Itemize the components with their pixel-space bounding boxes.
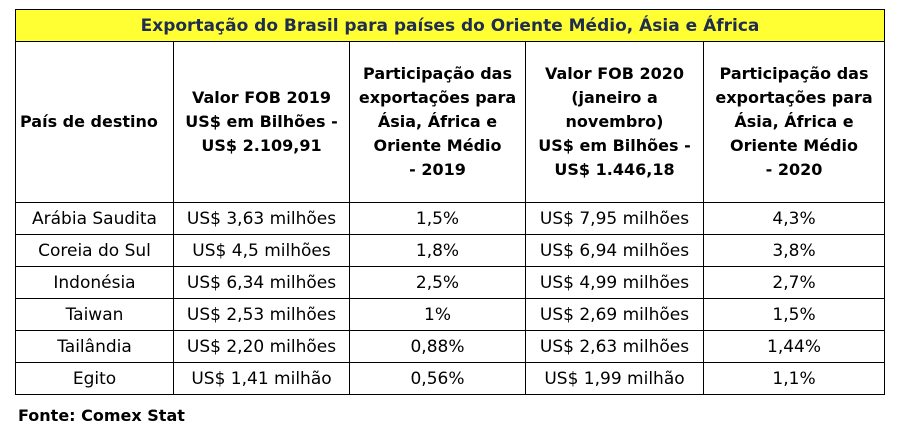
- cell-fob-2019: US$ 3,63 milhões: [173, 202, 350, 235]
- header-line: US$ 2.109,91: [201, 136, 322, 155]
- cell-country: Arábia Saudita: [15, 202, 174, 235]
- table-title: Exportação do Brasil para países do Orie…: [14, 9, 886, 42]
- cell-country: Tailândia: [15, 330, 174, 363]
- cell-share-2020: 3,8%: [702, 234, 886, 267]
- header-line: - 2020: [765, 160, 823, 179]
- header-line: Oriente Médio: [730, 136, 859, 155]
- cell-fob-2019: US$ 2,20 milhões: [173, 330, 350, 363]
- cell-share-2019: 1%: [349, 298, 526, 331]
- header-line: exportações para: [358, 88, 517, 107]
- header-line: Ásia, África e: [377, 112, 498, 131]
- cell-share-2019: 1,8%: [349, 234, 526, 267]
- header-line: País de destino: [20, 112, 158, 131]
- cell-country: Taiwan: [15, 298, 174, 331]
- cell-fob-2019: US$ 1,41 milhão: [173, 362, 350, 395]
- header-line: Ásia, África e: [734, 112, 854, 131]
- header-share-2019: Participação das exportações para Ásia, …: [349, 41, 526, 203]
- header-line: US$ em Bilhões -: [185, 112, 338, 131]
- header-line: exportações para: [715, 88, 873, 107]
- cell-fob-2020: US$ 2,63 milhões: [525, 330, 704, 363]
- cell-country: Egito: [15, 362, 174, 395]
- cell-share-2020: 1,1%: [702, 362, 886, 395]
- source-note: Fonte: Comex Stat: [18, 406, 185, 425]
- cell-country: Indonésia: [15, 266, 174, 299]
- table-row: Coreia do Sul US$ 4,5 milhões 1,8% US$ 6…: [15, 234, 886, 267]
- cell-fob-2020: US$ 7,95 milhões: [525, 202, 704, 235]
- cell-fob-2020: US$ 2,69 milhões: [525, 298, 704, 331]
- header-line: Valor FOB 2020: [544, 64, 685, 83]
- header-line: novembro): [565, 112, 664, 131]
- cell-share-2019: 2,5%: [349, 266, 526, 299]
- cell-share-2019: 1,5%: [349, 202, 526, 235]
- table-row: Arábia Saudita US$ 3,63 milhões 1,5% US$…: [15, 202, 886, 235]
- header-line: Participação das: [719, 64, 869, 83]
- cell-share-2020: 2,7%: [702, 266, 886, 299]
- header-line: (janeiro a: [571, 88, 658, 107]
- export-table: Exportação do Brasil para países do Orie…: [14, 9, 886, 395]
- cell-share-2019: 0,56%: [349, 362, 526, 395]
- header-line: Participação das: [363, 64, 512, 83]
- cell-fob-2020: US$ 6,94 milhões: [525, 234, 704, 267]
- table-row: Taiwan US$ 2,53 milhões 1% US$ 2,69 milh…: [15, 298, 886, 331]
- header-row: País de destino Valor FOB 2019 US$ em Bi…: [15, 41, 886, 203]
- table-row: Egito US$ 1,41 milhão 0,56% US$ 1,99 mil…: [15, 362, 886, 395]
- header-line: US$ 1.446,18: [554, 160, 675, 179]
- header-line: Oriente Médio: [373, 136, 502, 155]
- cell-fob-2019: US$ 4,5 milhões: [173, 234, 350, 267]
- cell-fob-2019: US$ 6,34 milhões: [173, 266, 350, 299]
- cell-fob-2020: US$ 1,99 milhão: [525, 362, 704, 395]
- header-fob-2019: Valor FOB 2019 US$ em Bilhões - US$ 2.10…: [173, 41, 350, 203]
- header-fob-2020: Valor FOB 2020 (janeiro a novembro) US$ …: [525, 41, 704, 203]
- cell-share-2019: 0,88%: [349, 330, 526, 363]
- header-line: US$ em Bilhões -: [538, 136, 691, 155]
- header-share-2020: Participação das exportações para Ásia, …: [702, 41, 886, 203]
- header-country: País de destino: [15, 41, 174, 203]
- header-line: Valor FOB 2019: [191, 88, 332, 107]
- table-row: Indonésia US$ 6,34 milhões 2,5% US$ 4,99…: [15, 266, 886, 299]
- cell-country: Coreia do Sul: [15, 234, 174, 267]
- table-row: Tailândia US$ 2,20 milhões 0,88% US$ 2,6…: [15, 330, 886, 363]
- cell-share-2020: 1,5%: [702, 298, 886, 331]
- cell-share-2020: 4,3%: [702, 202, 886, 235]
- cell-fob-2019: US$ 2,53 milhões: [173, 298, 350, 331]
- header-line: - 2019: [409, 160, 466, 179]
- cell-share-2020: 1,44%: [702, 330, 886, 363]
- cell-fob-2020: US$ 4,99 milhões: [525, 266, 704, 299]
